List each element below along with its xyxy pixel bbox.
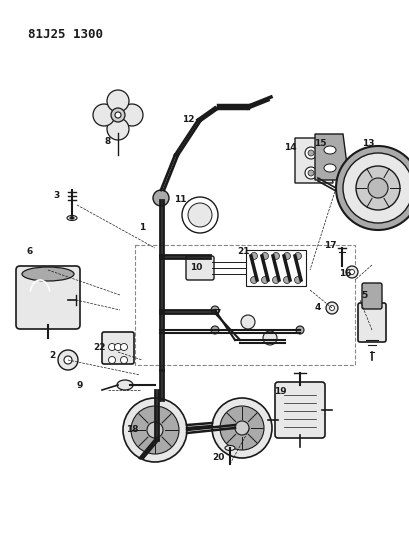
Circle shape: [121, 104, 143, 126]
Circle shape: [343, 153, 409, 223]
FancyBboxPatch shape: [246, 250, 306, 286]
Circle shape: [93, 104, 115, 126]
Circle shape: [107, 118, 129, 140]
Ellipse shape: [117, 380, 133, 390]
Circle shape: [211, 306, 219, 314]
Text: 9: 9: [77, 381, 83, 390]
Circle shape: [64, 356, 72, 364]
Circle shape: [356, 166, 400, 210]
Text: 7: 7: [215, 310, 221, 319]
Circle shape: [58, 350, 78, 370]
Circle shape: [212, 398, 272, 458]
Circle shape: [294, 253, 301, 260]
Text: 2: 2: [49, 351, 55, 360]
Circle shape: [123, 398, 187, 462]
FancyBboxPatch shape: [275, 382, 325, 438]
Circle shape: [235, 421, 249, 435]
Text: 17: 17: [324, 241, 336, 251]
Circle shape: [305, 147, 317, 159]
Ellipse shape: [70, 217, 74, 219]
Circle shape: [250, 277, 258, 284]
Circle shape: [153, 190, 169, 206]
Circle shape: [305, 167, 317, 179]
Text: 16: 16: [339, 270, 351, 279]
Ellipse shape: [324, 146, 336, 154]
Circle shape: [350, 270, 355, 274]
Circle shape: [121, 357, 128, 364]
Text: 11: 11: [174, 196, 186, 205]
Text: 10: 10: [190, 263, 202, 272]
Ellipse shape: [225, 446, 235, 450]
Circle shape: [108, 343, 115, 351]
Circle shape: [272, 253, 279, 260]
FancyBboxPatch shape: [362, 283, 382, 309]
Circle shape: [308, 150, 314, 156]
Text: 1: 1: [139, 223, 145, 232]
Text: 22: 22: [94, 343, 106, 352]
Circle shape: [115, 343, 121, 351]
Circle shape: [107, 90, 129, 112]
Text: 4: 4: [315, 303, 321, 312]
Circle shape: [147, 422, 163, 438]
Circle shape: [261, 277, 268, 284]
Text: 18: 18: [126, 425, 138, 434]
Circle shape: [108, 357, 115, 364]
Text: 6: 6: [27, 247, 33, 256]
Circle shape: [182, 197, 218, 233]
Circle shape: [330, 305, 335, 311]
FancyBboxPatch shape: [102, 332, 134, 364]
Circle shape: [336, 146, 409, 230]
Circle shape: [241, 315, 255, 329]
Text: 3: 3: [53, 191, 59, 200]
Text: 12: 12: [182, 116, 194, 125]
Text: 19: 19: [274, 387, 286, 397]
Text: 5: 5: [361, 290, 367, 300]
Circle shape: [326, 302, 338, 314]
Ellipse shape: [67, 215, 77, 221]
FancyBboxPatch shape: [16, 266, 80, 329]
Circle shape: [346, 266, 358, 278]
Text: 15: 15: [314, 139, 326, 148]
Circle shape: [296, 326, 304, 334]
Circle shape: [220, 406, 264, 450]
Polygon shape: [315, 134, 349, 180]
Text: 8: 8: [105, 138, 111, 147]
Ellipse shape: [324, 164, 336, 172]
Circle shape: [211, 326, 219, 334]
Ellipse shape: [22, 267, 74, 281]
Circle shape: [115, 112, 121, 118]
Circle shape: [131, 406, 179, 454]
Circle shape: [188, 203, 212, 227]
Circle shape: [294, 277, 301, 284]
Circle shape: [121, 343, 128, 351]
FancyBboxPatch shape: [358, 303, 386, 342]
Text: 21: 21: [238, 247, 250, 256]
Circle shape: [283, 277, 290, 284]
Circle shape: [283, 253, 290, 260]
Text: 81J25 1300: 81J25 1300: [28, 28, 103, 41]
Circle shape: [308, 170, 314, 176]
FancyBboxPatch shape: [186, 256, 214, 280]
Circle shape: [250, 253, 258, 260]
Polygon shape: [295, 138, 333, 183]
Text: 14: 14: [284, 143, 296, 152]
Circle shape: [272, 277, 279, 284]
Text: 13: 13: [362, 139, 374, 148]
Circle shape: [368, 178, 388, 198]
Circle shape: [261, 253, 268, 260]
Circle shape: [111, 108, 125, 122]
Circle shape: [263, 331, 277, 345]
Text: 20: 20: [212, 454, 224, 463]
